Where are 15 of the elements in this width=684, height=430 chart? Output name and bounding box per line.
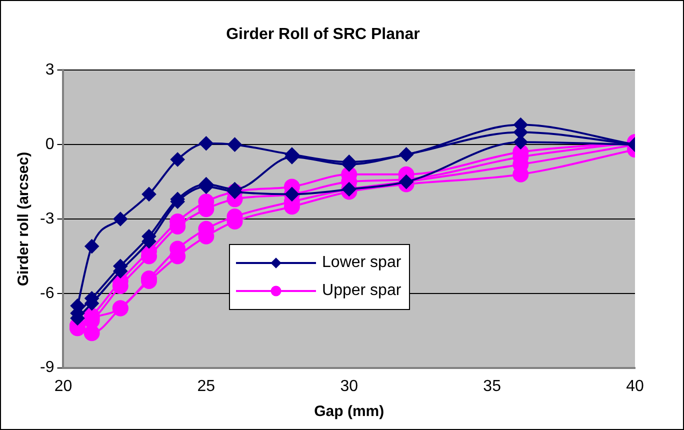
legend-label: Lower spar <box>322 254 402 272</box>
x-tick-label: 20 <box>54 378 72 395</box>
y-tick-label: -6 <box>40 284 54 302</box>
x-tick-label: 30 <box>340 378 358 395</box>
y-tick-label: 3 <box>45 62 54 79</box>
y-axis-title: Girder roll (arcsec) <box>15 152 32 286</box>
x-tick-label: 25 <box>197 378 216 395</box>
y-tick-label: -9 <box>40 359 54 376</box>
y-tick-label: 0 <box>45 136 54 154</box>
x-tick-label: 35 <box>483 378 502 395</box>
y-tick-label: -3 <box>40 210 54 228</box>
x-tick-label: 40 <box>626 378 644 395</box>
legend-label: Upper spar <box>322 282 402 300</box>
x-axis-title: Gap (mm) <box>314 403 384 420</box>
chart-title: Girder Roll of SRC Planar <box>226 26 420 44</box>
